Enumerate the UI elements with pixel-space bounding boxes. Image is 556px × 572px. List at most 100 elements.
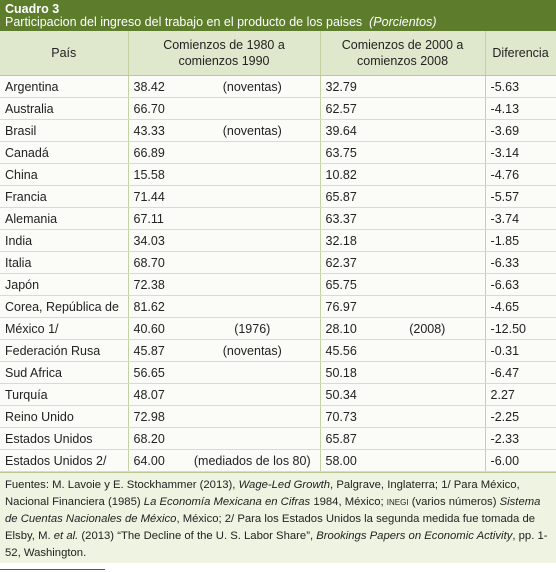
value-1980-cell: 81.62: [127, 295, 185, 318]
note-1980-cell: [185, 273, 321, 296]
footnote-smallcaps: INEGI: [386, 498, 409, 507]
note-2000-cell: [370, 141, 486, 164]
footnote-text: (2013) “The Decline of the U. S. Labor S…: [78, 530, 317, 542]
difference-cell: -6.63: [484, 273, 556, 296]
table-row: Estados Unidos 68.20 65.87 -2.33: [0, 427, 556, 450]
value-1980-cell: 45.87: [127, 339, 185, 362]
value-2000-cell: 76.97: [319, 295, 371, 318]
country-cell: Sud Africa: [0, 361, 128, 384]
footnote-text: , Palgrave, Inglaterra; 1/ Para México, …: [5, 479, 520, 508]
country-cell: Alemania: [0, 207, 128, 230]
country-cell: Italia: [0, 251, 128, 274]
value-1980-cell: 68.70: [127, 251, 185, 274]
note-2000-cell: [370, 97, 486, 120]
table-row: India 34.03 32.18 -1.85: [0, 229, 556, 252]
value-2000-cell: 65.75: [319, 273, 371, 296]
table-row: Canadá 66.89 63.75 -3.14: [0, 141, 556, 164]
note-2000-cell: [370, 273, 486, 296]
note-1980-cell: [185, 229, 321, 252]
difference-cell: -1.85: [484, 229, 556, 252]
footnote-text: , pp. 1-52, Washington.: [5, 530, 548, 559]
difference-cell: -6.47: [484, 361, 556, 384]
difference-cell: -4.76: [484, 163, 556, 186]
header-line: comienzos 1990: [178, 54, 270, 68]
header-line: comienzos 2008: [357, 54, 449, 68]
footnote-rule: [0, 569, 105, 570]
note-1980-cell: (noventas): [185, 339, 321, 362]
note-2000-cell: [370, 361, 486, 384]
value-1980-cell: 48.07: [127, 383, 185, 406]
note-2000-cell: [370, 295, 486, 318]
header-row: País Comienzos de 1980 a comienzos 1990 Com…: [0, 31, 556, 76]
difference-cell: -12.50: [484, 317, 556, 340]
value-1980-cell: 34.03: [127, 229, 185, 252]
note-1980-cell: [185, 427, 321, 450]
footnote-text: , México; 2/ Para los Estados Unidos la …: [5, 513, 536, 542]
table-row: Francia 71.44 65.87 -5.57: [0, 185, 556, 208]
note-1980-cell: [185, 97, 321, 120]
difference-cell: -5.63: [484, 75, 556, 98]
title-unit: (Porcientos): [369, 15, 437, 29]
note-2000-cell: [370, 383, 486, 406]
country-cell: Australia: [0, 97, 128, 120]
table-label: Cuadro 3: [5, 2, 60, 16]
note-1980-cell: [185, 141, 321, 164]
footnote-italic: La Economía Mexicana en Cifras: [143, 496, 311, 508]
note-1980-cell: [185, 185, 321, 208]
difference-cell: -3.69: [484, 119, 556, 142]
table-header: Cuadro 3 Participacion del ingreso del t…: [0, 0, 556, 31]
country-cell: Francia: [0, 185, 128, 208]
value-1980-cell: 64.00: [127, 449, 185, 472]
difference-cell: -5.57: [484, 185, 556, 208]
difference-cell: -2.25: [484, 405, 556, 428]
table-row: Brasil 43.33 (noventas) 39.64 -3.69: [0, 119, 556, 142]
note-2000-cell: [370, 229, 486, 252]
table-body: Argentina 38.42 (noventas) 32.79 -5.63 Austra…: [0, 75, 556, 472]
footnote: Fuentes: M. Lavoie y E. Stockhammer (201…: [0, 472, 556, 563]
note-2000-cell: [370, 119, 486, 142]
country-cell: Argentina: [0, 75, 128, 98]
note-2000-cell: [370, 405, 486, 428]
note-2000-cell: [370, 163, 486, 186]
difference-cell: -4.13: [484, 97, 556, 120]
footnote-text: Fuentes: M. Lavoie y E. Stockhammer (201…: [5, 479, 239, 491]
country-cell: Canadá: [0, 141, 128, 164]
column-header: País: [0, 31, 129, 76]
note-1980-cell: (noventas): [185, 75, 321, 98]
note-2000-cell: [370, 251, 486, 274]
value-1980-cell: 43.33: [127, 119, 185, 142]
value-2000-cell: 32.18: [319, 229, 371, 252]
country-cell: Corea, República de: [0, 295, 128, 318]
difference-cell: -4.65: [484, 295, 556, 318]
country-cell: Federación Rusa: [0, 339, 128, 362]
note-1980-cell: [185, 163, 321, 186]
value-2000-cell: 63.37: [319, 207, 371, 230]
country-cell: Estados Unidos 2/: [0, 449, 128, 472]
value-2000-cell: 63.75: [319, 141, 371, 164]
country-cell: Reino Unido: [0, 405, 128, 428]
note-2000-cell: (2008): [370, 317, 486, 340]
value-1980-cell: 40.60: [127, 317, 185, 340]
table-row: Corea, República de 81.62 76.97 -4.65: [0, 295, 556, 318]
column-header: Diferencia: [485, 31, 556, 76]
table-row: Alemania 67.11 63.37 -3.74: [0, 207, 556, 230]
note-2000-cell: [370, 339, 486, 362]
table-row: Italia 68.70 62.37 -6.33: [0, 251, 556, 274]
column-header: Comienzos de 1980 a comienzos 1990: [128, 31, 321, 76]
value-2000-cell: 70.73: [319, 405, 371, 428]
header-line: Diferencia: [492, 46, 549, 60]
data-table: País Comienzos de 1980 a comienzos 1990 Com…: [0, 31, 556, 472]
note-2000-cell: [370, 185, 486, 208]
table-row: China 15.58 10.82 -4.76: [0, 163, 556, 186]
note-1980-cell: (mediados de los 80): [185, 449, 321, 472]
note-1980-cell: [185, 405, 321, 428]
footnote-text: (varios números): [408, 496, 500, 508]
value-1980-cell: 56.65: [127, 361, 185, 384]
table-row: Federación Rusa 45.87 (noventas) 45.56 -0.31: [0, 339, 556, 362]
note-1980-cell: [185, 295, 321, 318]
table-row: Argentina 38.42 (noventas) 32.79 -5.63: [0, 75, 556, 98]
table-row: Japón 72.38 65.75 -6.63: [0, 273, 556, 296]
table-row: Turquía 48.07 50.34 2.27: [0, 383, 556, 406]
header-line: País: [51, 46, 77, 60]
difference-cell: -0.31: [484, 339, 556, 362]
